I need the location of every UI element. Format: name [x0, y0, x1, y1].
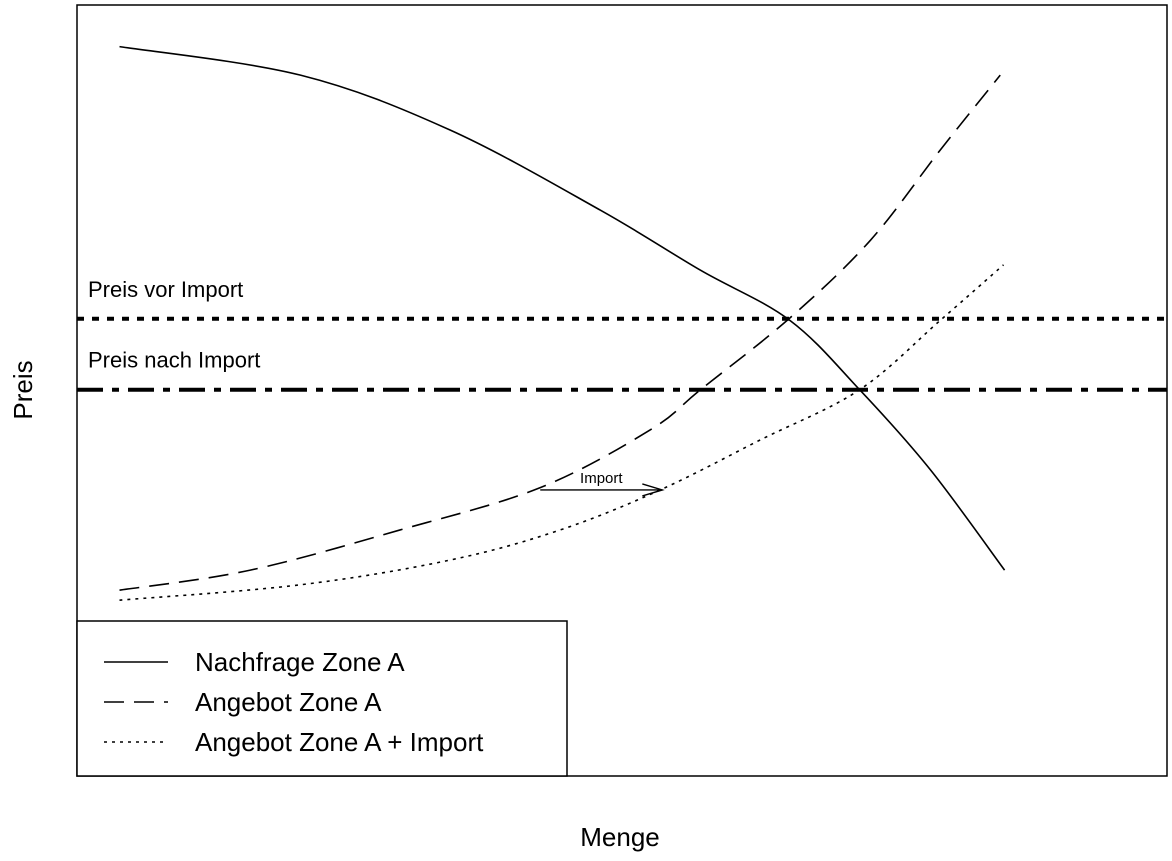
legend-box [76, 620, 568, 777]
x-axis-label: Menge [580, 822, 660, 852]
curve [119, 74, 1001, 591]
legend: Nachfrage Zone A Angebot Zone A Angebot Zo… [76, 620, 568, 777]
price-label: Preis vor Import [88, 277, 243, 302]
price-label: Preis nach Import [88, 348, 260, 373]
y-axis-label: Preis [8, 360, 38, 419]
curve [119, 264, 1005, 602]
arrow-head [642, 483, 665, 497]
legend-label: Nachfrage Zone A [195, 647, 405, 677]
legend-label: Angebot Zone A + Import [195, 727, 484, 757]
legend-label: Angebot Zone A [195, 687, 382, 717]
annotation-text: Import [580, 470, 623, 487]
curve [119, 45, 1006, 571]
